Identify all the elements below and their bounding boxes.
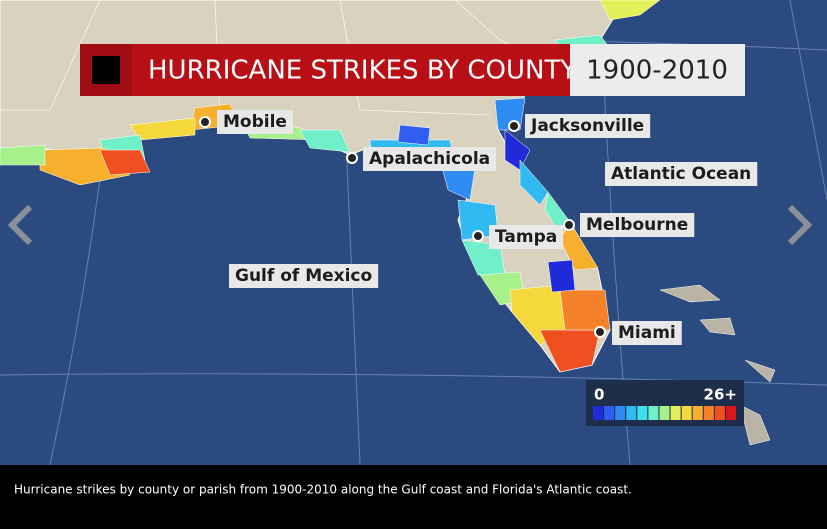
legend-swatch	[648, 406, 659, 420]
title: HURRICANE STRIKES BY COUNTY	[148, 56, 576, 86]
legend-swatch	[615, 406, 626, 420]
legend-swatch	[670, 406, 681, 420]
city-label: Mobile	[223, 112, 287, 132]
water-label: Atlantic Ocean	[611, 164, 751, 184]
water-label: Gulf of Mexico	[235, 266, 372, 286]
legend-swatch	[593, 406, 604, 420]
city-label-box	[525, 114, 651, 138]
city-label-dot	[346, 152, 358, 164]
legend-swatch	[659, 406, 670, 420]
legend-swatch	[626, 406, 637, 420]
city-label-dot	[563, 219, 575, 231]
city-label-dot	[472, 230, 484, 242]
title-bar	[132, 44, 570, 96]
prev-arrow[interactable]	[7, 204, 33, 246]
islands	[659, 284, 776, 446]
legend-swatch	[681, 406, 692, 420]
city-label-box	[489, 225, 564, 249]
legend-swatch	[604, 406, 615, 420]
years-box	[570, 44, 745, 96]
city-label-box	[612, 321, 682, 345]
legend-max: 26+	[704, 386, 737, 404]
legend-swatch	[637, 406, 648, 420]
legend-swatch	[725, 406, 736, 420]
city-label: Tampa	[495, 227, 557, 247]
legend-swatch	[692, 406, 703, 420]
title-icon-square	[92, 56, 120, 84]
legend-min: 0	[594, 386, 604, 404]
next-arrow[interactable]	[787, 204, 813, 246]
city-label: Miami	[618, 323, 676, 343]
caption: Hurricane strikes by county or parish fr…	[14, 483, 632, 497]
legend-scale	[593, 406, 736, 420]
city-label: Jacksonville	[530, 116, 644, 136]
legend-swatch	[703, 406, 714, 420]
city-label: Apalachicola	[369, 149, 490, 169]
city-label-box	[363, 147, 497, 171]
water-label-box	[229, 264, 379, 288]
legend-swatch	[714, 406, 725, 420]
city-label-box	[580, 213, 695, 237]
city-label-box	[217, 110, 293, 134]
labels: Mobile Apalachicola Jacksonville Tampa Melbo…	[199, 110, 758, 345]
borders	[0, 0, 541, 121]
city-label-dot	[199, 116, 211, 128]
water-label-box	[605, 162, 758, 186]
city-label: Melbourne	[586, 215, 688, 235]
years: 1900-2010	[586, 56, 728, 86]
city-label-dot	[594, 326, 606, 338]
city-label-dot	[508, 120, 520, 132]
